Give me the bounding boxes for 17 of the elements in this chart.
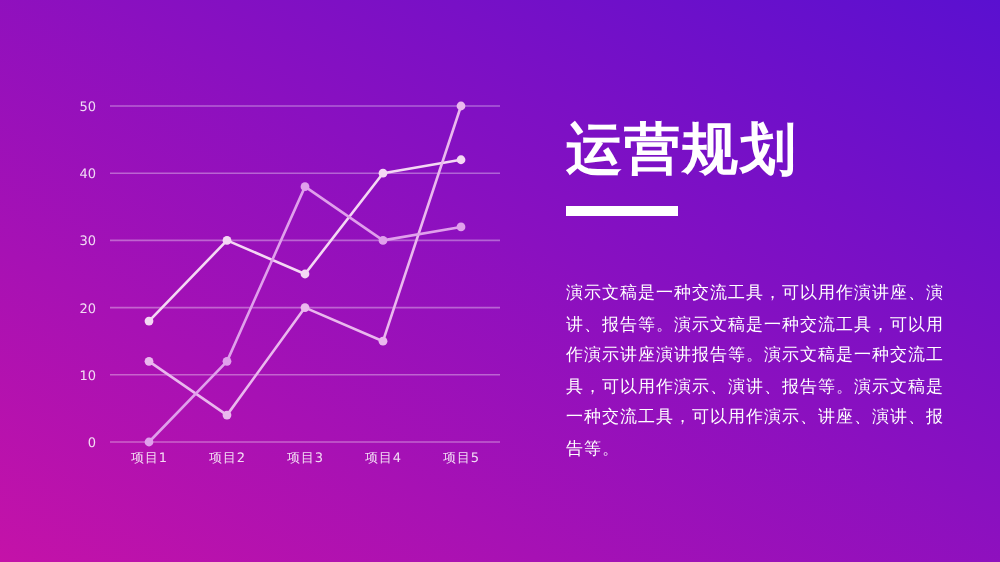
point: [222, 356, 232, 366]
point: [144, 356, 154, 366]
text: 演示文稿是一种交流工具，可以用作演讲座、演讲、报告等。演示文稿是一种交流工具，可以用作演示讲座演讲报告等。演示文稿是一种交流工具，可以用作演示、演讲、报告等。演示文稿是一种交流工具，可以用作演示、讲座、演讲、报告等。: [566, 281, 946, 463]
point: [456, 155, 466, 165]
point: [222, 236, 232, 245]
point: [144, 316, 154, 326]
point: [378, 168, 388, 178]
point: [300, 303, 310, 312]
point: [300, 269, 310, 279]
point: [456, 222, 466, 232]
point: [378, 336, 388, 346]
point: [456, 101, 466, 111]
text: 运营规划: [566, 114, 800, 186]
point: [378, 236, 388, 245]
point: [222, 410, 232, 420]
point: [144, 437, 154, 447]
point: [300, 182, 310, 192]
